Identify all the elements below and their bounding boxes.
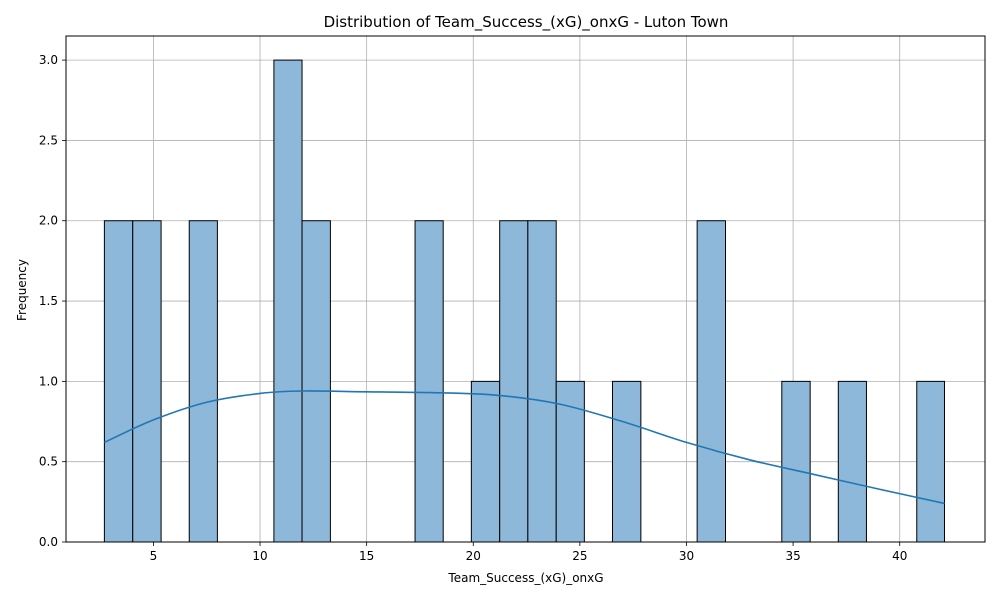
histogram-bar-6 [470,380,501,543]
y-tick-label: 1.0 [39,374,58,388]
x-tick-label: 10 [252,549,267,563]
histogram-bar-13 [837,380,867,543]
histogram-bar-7 [499,220,529,543]
y-tick-label: 1.5 [39,294,58,308]
histogram-bar-5 [414,220,444,543]
y-tick-label: 2.0 [39,214,58,228]
kde-curve [104,390,945,505]
histogram-bar-9 [555,380,585,543]
x-axis-label: Team_Success_(xG)_onxG [447,571,603,585]
x-tick-label: 5 [150,549,158,563]
bars-layer [103,59,945,543]
histogram-bar-3 [273,59,303,543]
x-tick-label: 20 [466,549,481,563]
x-tick-label: 40 [892,549,907,563]
x-tick-label: 25 [572,549,587,563]
axes-frame [65,35,986,543]
y-axis-label: Frequency [15,259,29,321]
y-tick-label: 2.5 [39,133,58,147]
histogram-bar-1 [132,220,162,543]
x-tick-label: 30 [679,549,694,563]
histogram-bar-10 [611,380,642,543]
x-tick-label: 15 [359,549,374,563]
histogram-bar-11 [696,220,727,543]
histogram-bar-0 [103,220,134,543]
kde-layer [104,390,945,505]
histogram-bar-4 [301,220,331,543]
histogram-bar-12 [781,380,811,543]
y-tick-label: 0.0 [39,535,58,549]
histogram-bar-2 [188,220,218,543]
y-tick-label: 0.5 [39,455,58,469]
y-tick-label: 3.0 [39,53,58,67]
ticks-layer: 5 10 15 20 25 30 35 40 0.0 0.5 1.0 1.5 2.0 2.5 3.0 [39,53,907,563]
x-tick-label: 35 [785,549,800,563]
chart-title: Distribution of Team_Success_(xG)_onxG -… [324,13,729,32]
histogram-bar-14 [916,380,945,543]
histogram-bar-8 [527,220,557,543]
